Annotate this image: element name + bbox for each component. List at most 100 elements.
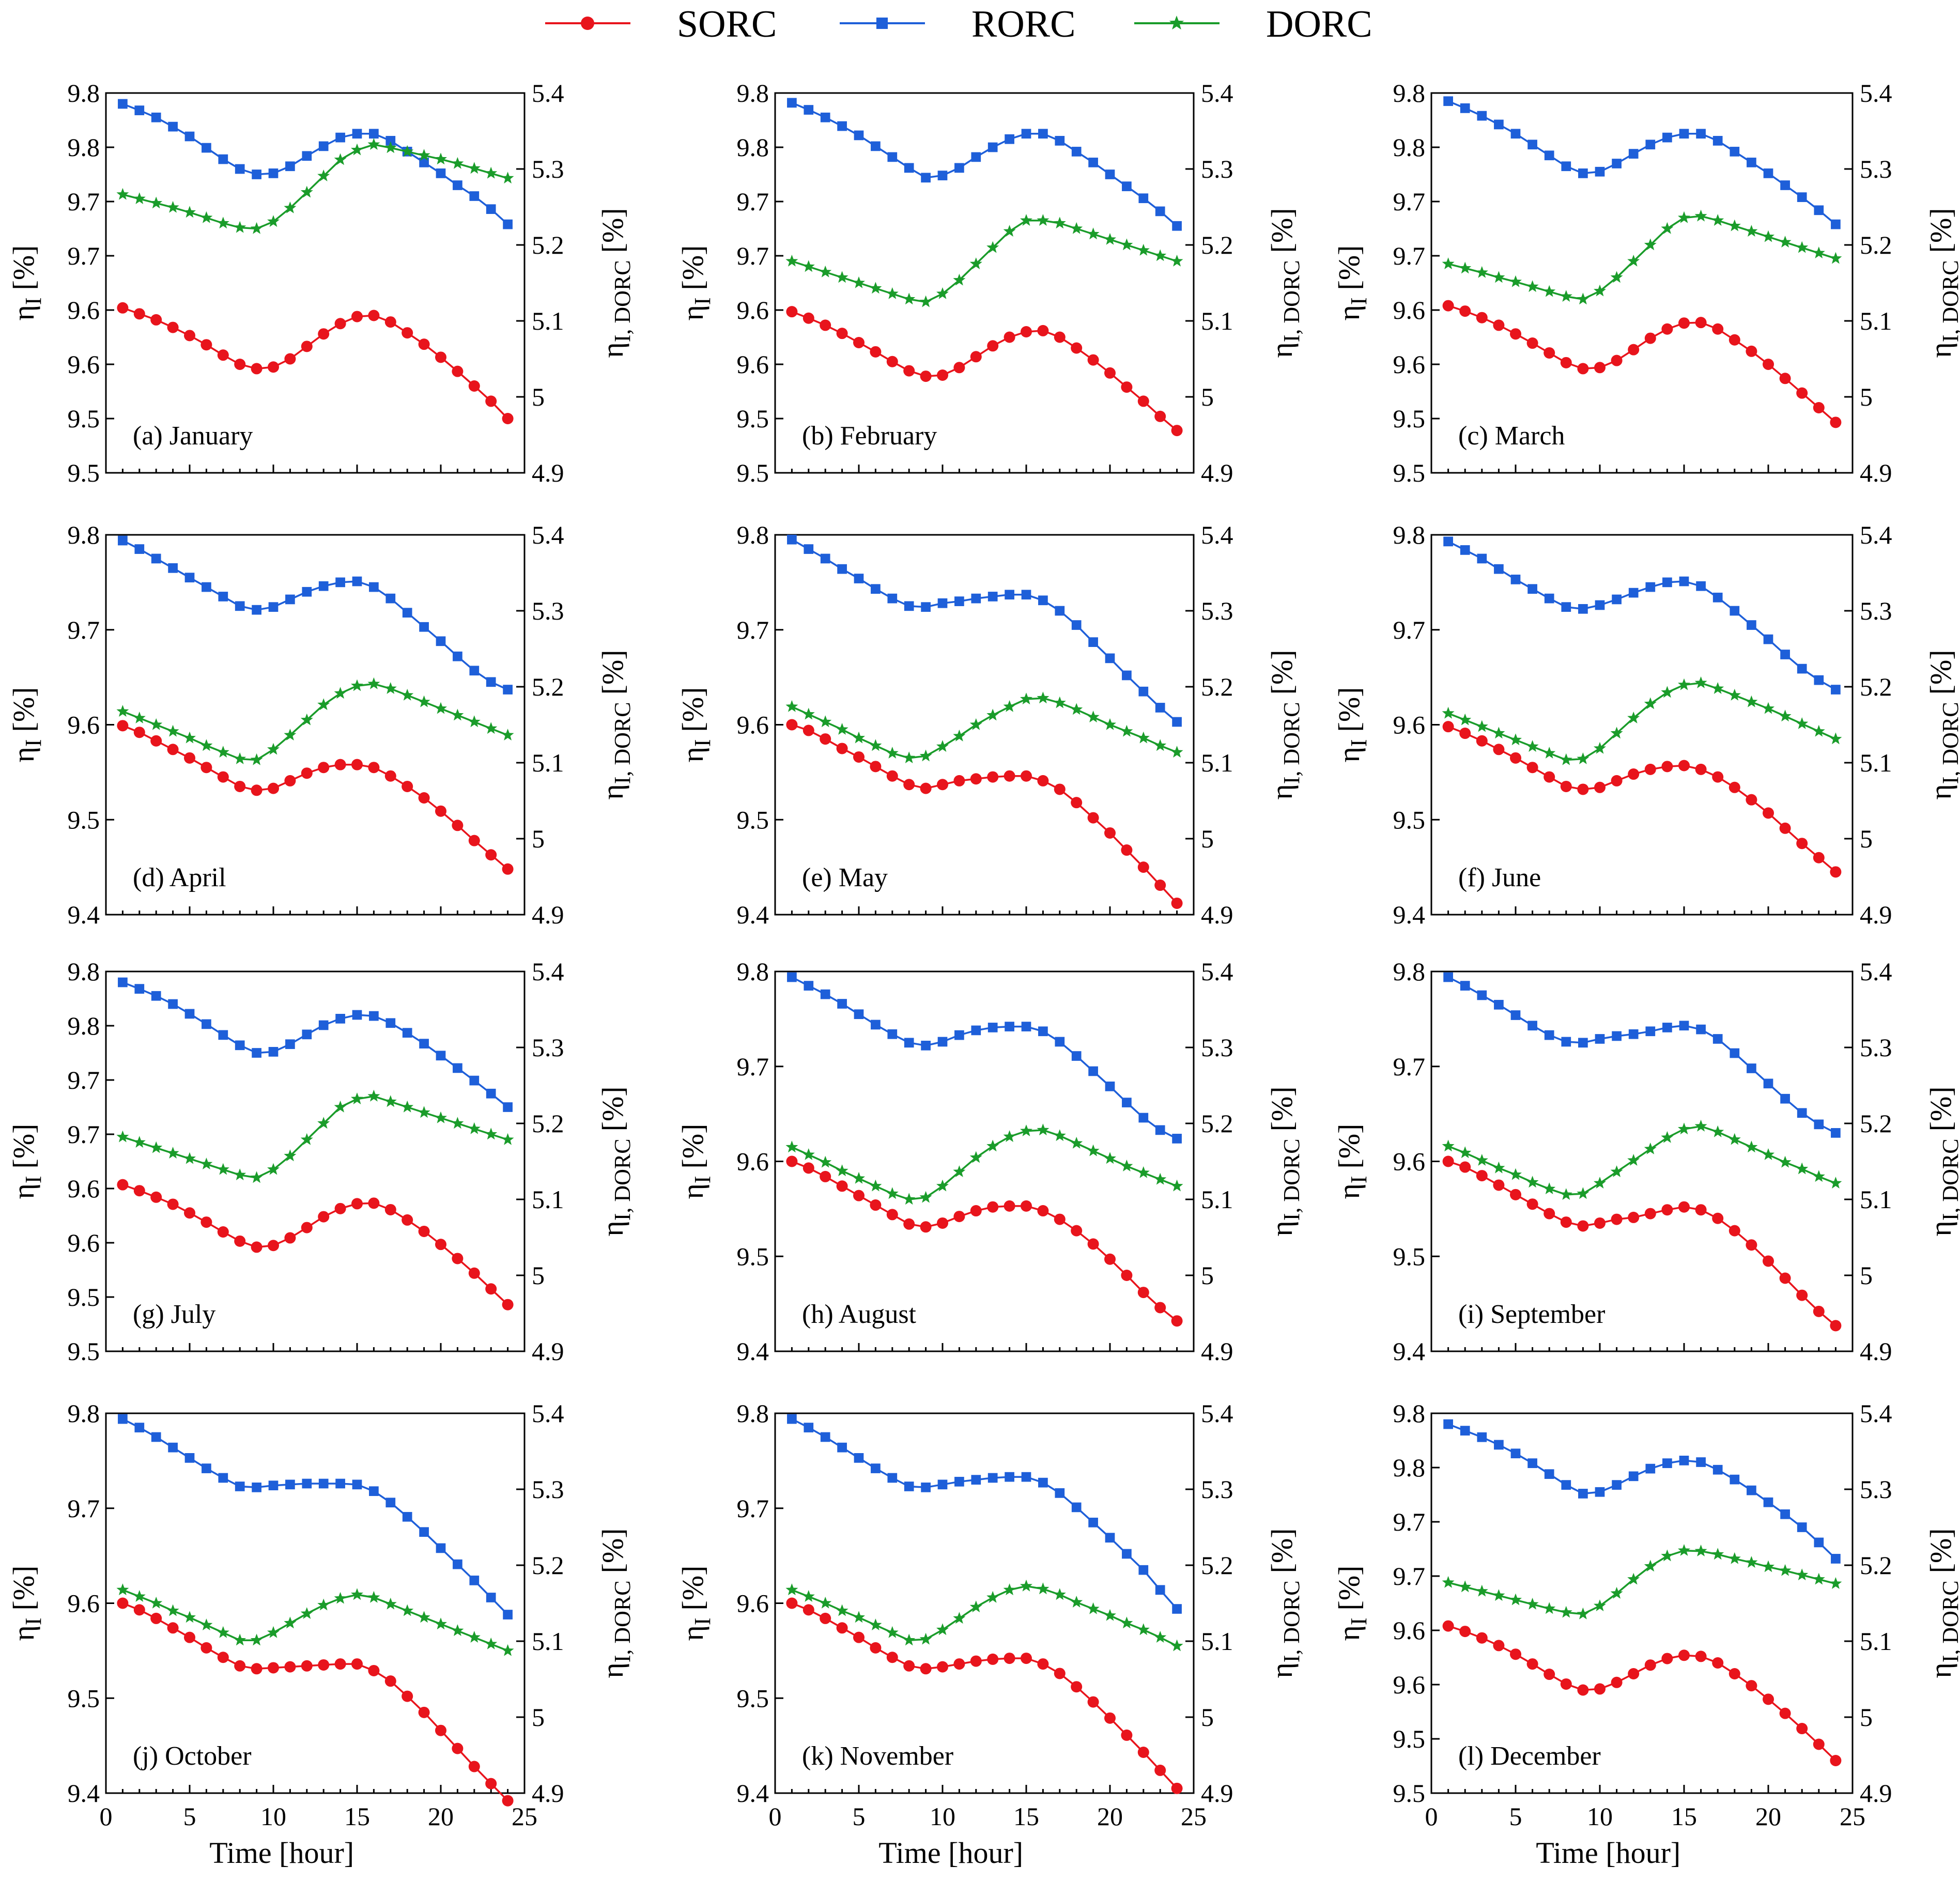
data-point: [1611, 355, 1623, 366]
data-point: [871, 1020, 881, 1030]
data-point: [1088, 1696, 1099, 1708]
data-point: [903, 292, 915, 304]
data-point: [1155, 703, 1165, 713]
y-left-axis-unit: [%]: [676, 1124, 709, 1169]
data-point: [486, 1089, 496, 1099]
data-point: [988, 592, 998, 601]
data-point: [1527, 762, 1538, 773]
data-point: [384, 1095, 397, 1107]
data-point: [1509, 275, 1522, 287]
data-point: [235, 1040, 245, 1050]
x-tick-label: 5: [1509, 1802, 1522, 1831]
data-point: [970, 351, 982, 362]
data-point: [301, 1660, 313, 1672]
data-point: [1054, 1668, 1066, 1679]
y-left-axis-symbol: η: [7, 1183, 40, 1199]
y-left-tick-label: 9.6: [68, 1589, 100, 1618]
data-point: [302, 587, 312, 597]
data-point: [1459, 1626, 1471, 1637]
data-point: [351, 1658, 363, 1670]
y-left-tick-label: 9.6: [737, 1147, 769, 1176]
data-point: [1020, 1580, 1032, 1592]
data-point: [167, 322, 179, 333]
data-point: [1796, 1568, 1808, 1580]
data-point: [1796, 241, 1808, 253]
data-point: [1004, 1200, 1015, 1212]
data-point: [451, 1624, 464, 1636]
data-point: [435, 702, 447, 714]
data-point: [1813, 1739, 1825, 1750]
data-point: [200, 1618, 212, 1630]
data-point: [1561, 1037, 1571, 1047]
data-point: [1088, 158, 1098, 167]
y-left-tick-label: 9.5: [68, 805, 100, 834]
data-point: [485, 1638, 497, 1649]
data-point: [1544, 772, 1555, 783]
y-left-tick-label: 9.5: [68, 1337, 100, 1366]
data-point: [1121, 1730, 1132, 1741]
y-left-axis-unit: [%]: [676, 1566, 709, 1611]
y-left-axis-label: ηI[%]: [676, 1566, 715, 1641]
y-left-axis-subscript: I: [21, 1617, 46, 1625]
data-point: [1020, 1124, 1032, 1136]
data-point: [502, 413, 514, 424]
data-point: [1071, 1681, 1082, 1692]
data-point: [1037, 325, 1048, 336]
x-axis-label: Time [hour]: [209, 1836, 354, 1870]
data-point: [384, 682, 397, 694]
data-point: [802, 1148, 815, 1160]
data-point: [1696, 1457, 1706, 1467]
data-point: [1577, 1685, 1588, 1696]
series-sorc: [117, 720, 513, 874]
y-right-tick-label: 5.3: [1201, 1033, 1233, 1062]
data-point: [1561, 161, 1571, 171]
data-point: [1696, 1025, 1706, 1035]
data-point: [785, 700, 798, 712]
data-point: [1543, 1602, 1555, 1614]
data-point: [218, 349, 229, 361]
data-point: [837, 743, 848, 754]
data-point: [1713, 1465, 1723, 1475]
legend-entry-sorc: SORC: [545, 3, 777, 45]
data-point: [385, 1498, 395, 1507]
y-right-axis-symbol: η: [596, 1662, 629, 1678]
y-right-tick-label: 4.9: [1860, 458, 1892, 487]
data-point: [1038, 1478, 1048, 1488]
data-point: [1745, 1556, 1757, 1568]
data-point: [267, 1626, 280, 1638]
data-point: [1476, 1585, 1488, 1597]
data-point: [1104, 827, 1116, 839]
data-point: [1527, 584, 1537, 594]
data-point: [854, 1009, 864, 1019]
data-point: [1628, 344, 1639, 356]
y-right-axis-subscript: I, DORC: [610, 1580, 635, 1662]
data-point: [1155, 207, 1165, 217]
y-left-axis-unit: [%]: [676, 687, 709, 732]
data-point: [820, 319, 831, 331]
data-point: [1661, 761, 1673, 772]
y-right-tick-label: 5: [1201, 1703, 1214, 1732]
y-right-tick-label: 5.2: [1860, 230, 1892, 259]
data-point: [886, 287, 899, 299]
data-point: [118, 1414, 128, 1424]
y-left-tick-label: 9.7: [737, 187, 769, 216]
data-point: [886, 747, 899, 759]
y-left-axis-symbol: η: [1332, 1625, 1366, 1641]
data-point: [503, 220, 513, 229]
data-point: [469, 1076, 479, 1086]
data-point: [1729, 1225, 1740, 1237]
data-point: [904, 1482, 914, 1491]
y-left-axis-subscript: I: [1346, 1176, 1371, 1183]
data-point: [1764, 635, 1773, 644]
data-point: [184, 752, 195, 764]
data-point: [1527, 140, 1537, 149]
data-point: [1459, 714, 1471, 726]
data-point: [804, 544, 813, 554]
y-right-tick-label: 4.9: [1201, 1337, 1233, 1366]
data-point: [1020, 692, 1032, 704]
data-point: [117, 1179, 128, 1191]
data-point: [202, 143, 211, 153]
data-point: [971, 1475, 981, 1485]
data-point: [502, 1795, 514, 1807]
data-point: [954, 1477, 964, 1487]
